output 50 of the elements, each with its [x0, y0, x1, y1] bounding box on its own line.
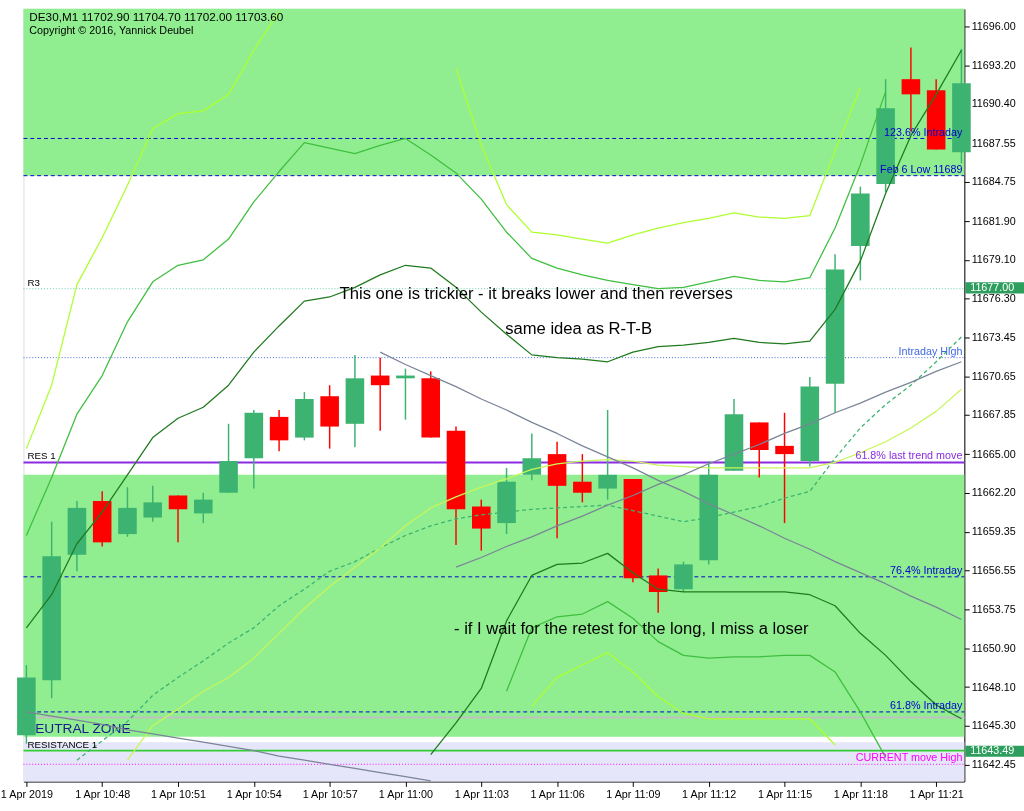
band-label: EUTRAL ZONE: [35, 720, 131, 736]
y-tick-label: 11653.75: [971, 602, 1016, 615]
ref-line-label: 76.4% Intraday: [890, 563, 964, 576]
text: 11643.49: [970, 744, 1015, 757]
ref-line-label: 123.6% Intraday: [884, 125, 963, 138]
annotation: RESISTANCE 1: [27, 738, 98, 750]
y-tick-label: 11687.55: [971, 136, 1016, 149]
y-tick-label: 11676.30: [971, 291, 1016, 304]
x-tick-label: 1 Apr 11:21: [909, 787, 964, 800]
y-tick-label: 11656.55: [971, 564, 1016, 577]
annotation: Copyright © 2016, Yannick Deubel: [29, 24, 194, 37]
annotation: same idea as R-T-B: [505, 318, 652, 338]
y-tick-label: 11681.90: [971, 214, 1016, 227]
x-tick-label: 1 Apr 10:57: [302, 787, 358, 800]
annotation: DE30,M1 11702.90 11704.70 11702.00 11703.60: [29, 9, 284, 23]
annotation: RES 1: [27, 450, 56, 462]
annotation: R3: [27, 276, 40, 288]
y-tick-label: 11642.45: [971, 758, 1016, 771]
x-tick-label: 1 Apr 10:51: [151, 787, 207, 800]
text: 11677.00: [970, 280, 1015, 293]
y-tick-label: 11667.85: [971, 408, 1016, 421]
x-tick-label: 1 Apr 2019: [0, 787, 53, 800]
y-tick-label: 11659.35: [971, 525, 1016, 538]
y-tick-label: 11690.40: [971, 97, 1016, 110]
ref-line-label: 61.8% Intraday: [890, 698, 964, 711]
x-tick-label: 1 Apr 11:18: [833, 787, 888, 800]
x-tick-label: 1 Apr 10:48: [75, 787, 131, 800]
x-tick-label: 1 Apr 11:09: [606, 787, 661, 800]
annotation: - if I wait for the retest for the long, I miss a loser: [454, 619, 809, 639]
y-tick-label: 11696.00: [971, 20, 1016, 33]
y-tick-label: 11673.45: [971, 331, 1016, 344]
ref-line-label: Intraday High: [898, 344, 963, 357]
x-tick-label: 1 Apr 11:00: [378, 787, 434, 800]
ref-line-label: Feb 6 Low 11689: [880, 162, 963, 175]
y-tick-label: 11662.20: [971, 486, 1016, 499]
y-tick-label: 11670.65: [971, 369, 1016, 382]
y-tick-label: 11679.10: [971, 253, 1016, 266]
y-tick-label: 11650.90: [971, 641, 1016, 654]
x-tick-label: 1 Apr 11:15: [757, 787, 813, 800]
y-tick-label: 11665.00: [971, 447, 1016, 460]
x-tick-label: 1 Apr 10:54: [226, 787, 282, 800]
x-tick-label: 1 Apr 11:12: [682, 787, 737, 800]
y-tick-label: 11645.30: [971, 719, 1016, 732]
x-tick-label: 1 Apr 11:03: [454, 787, 509, 800]
ref-line-label: 61.8% last trend move: [855, 449, 963, 462]
x-tick-label: 1 Apr 11:06: [530, 787, 585, 800]
y-tick-label: 11648.10: [971, 680, 1016, 693]
y-tick-label: 11693.20: [971, 58, 1016, 71]
ref-line-label: CURRENT move High: [855, 751, 963, 764]
y-tick-label: 11684.75: [971, 175, 1016, 188]
